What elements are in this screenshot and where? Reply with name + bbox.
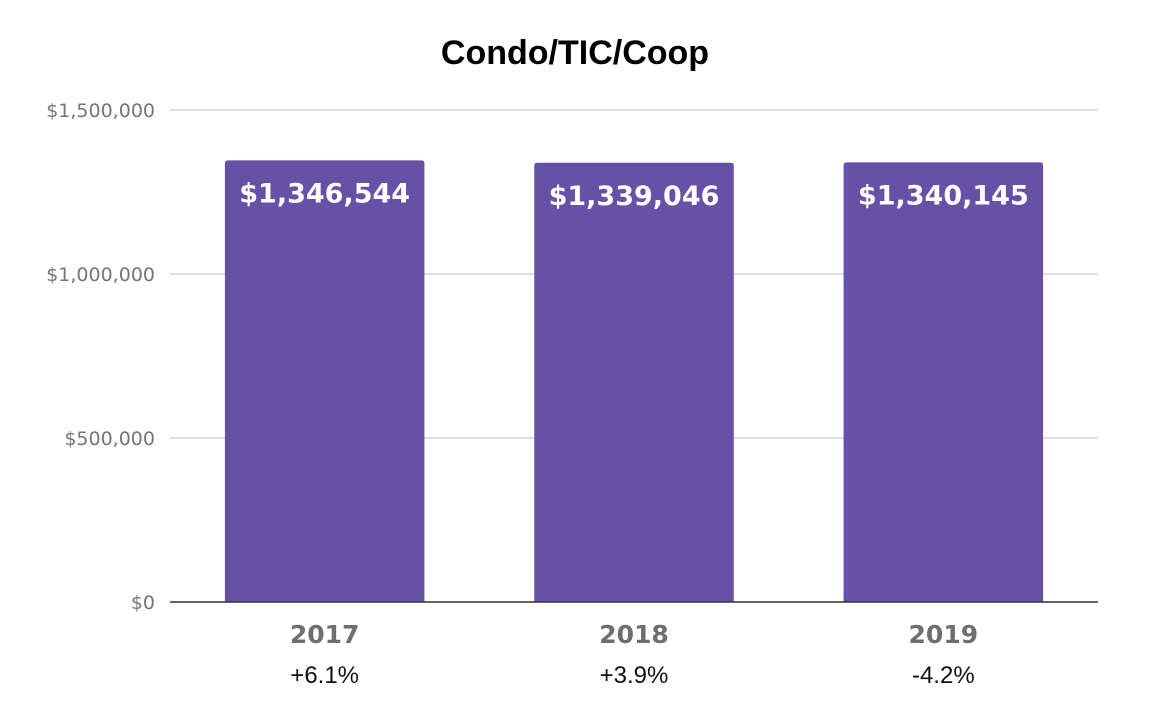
x-tick-sublabel: +3.9% [600,662,669,689]
y-tick-label: $0 [131,592,155,614]
bars [224,160,1044,603]
bar-data-label: $1,340,145 [858,180,1029,211]
y-tick-label: $1,000,000 [46,264,155,286]
x-tick-sublabel: +6.1% [290,662,359,689]
x-axis-ticks: 2017 +6.1% 2018 +3.9% 2019 -4.2% [290,620,978,689]
bar-2017 [224,160,425,603]
x-tick-sublabel: -4.2% [912,662,975,689]
x-tick-label: 2019 [909,620,979,649]
bar-data-label: $1,339,046 [549,181,720,212]
y-axis-ticks: $0 $500,000 $1,000,000 $1,500,000 [46,100,155,614]
bar-2019 [843,162,1044,602]
y-tick-label: $1,500,000 [46,100,155,122]
chart-title: Condo/TIC/Coop [441,34,709,72]
x-tick-label: 2018 [599,620,669,649]
y-tick-label: $500,000 [64,428,155,450]
bar-data-label: $1,346,544 [239,178,410,209]
bar-2018 [534,162,734,602]
x-tick-label: 2017 [290,620,360,649]
bar-data-labels: $1,346,544 $1,339,046 $1,340,145 [239,178,1028,211]
